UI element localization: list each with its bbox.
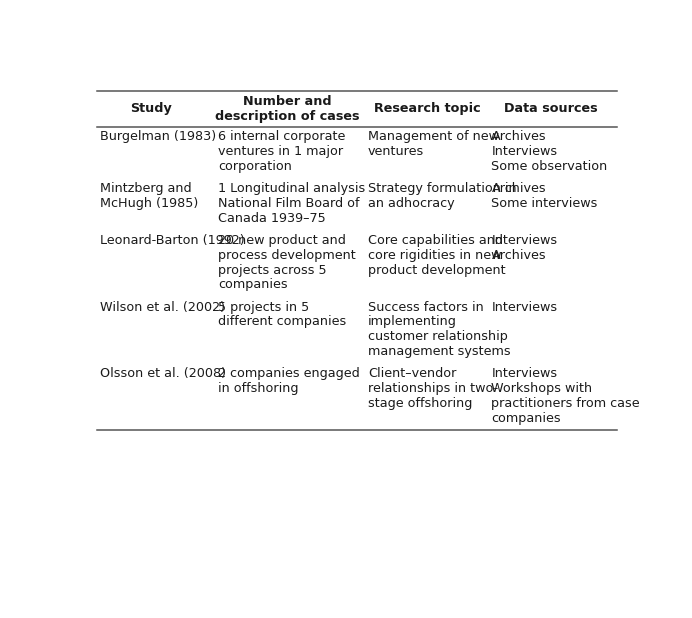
Text: 20 new product and: 20 new product and [218, 234, 346, 247]
Text: McHugh (1985): McHugh (1985) [100, 197, 198, 210]
Text: 6 internal corporate: 6 internal corporate [218, 130, 345, 143]
Text: an adhocracy: an adhocracy [368, 197, 455, 210]
Text: different companies: different companies [218, 315, 346, 328]
Text: process development: process development [218, 249, 356, 262]
Text: customer relationship: customer relationship [368, 330, 508, 343]
Text: Data sources: Data sources [504, 102, 597, 115]
Text: 2 companies engaged: 2 companies engaged [218, 367, 360, 380]
Text: implementing: implementing [368, 315, 457, 328]
Text: stage offshoring: stage offshoring [368, 397, 473, 410]
Text: Leonard-Barton (1992): Leonard-Barton (1992) [100, 234, 244, 247]
Text: product development: product development [368, 263, 506, 276]
Text: Mintzberg and: Mintzberg and [100, 182, 192, 195]
Text: Interviews: Interviews [491, 234, 558, 247]
Text: practitioners from case: practitioners from case [491, 397, 640, 410]
Text: Workshops with: Workshops with [491, 382, 592, 395]
Text: Management of new: Management of new [368, 130, 499, 143]
Text: Strategy formulation in: Strategy formulation in [368, 182, 517, 195]
Text: Core capabilities and: Core capabilities and [368, 234, 503, 247]
Text: Interviews: Interviews [491, 367, 558, 380]
Text: ventures in 1 major: ventures in 1 major [218, 145, 343, 158]
Text: Number and: Number and [244, 95, 332, 108]
Text: in offshoring: in offshoring [218, 382, 298, 395]
Text: Archives: Archives [491, 182, 546, 195]
Text: Study: Study [130, 102, 172, 115]
Text: Client–vendor: Client–vendor [368, 367, 457, 380]
Text: Canada 1939–75: Canada 1939–75 [218, 212, 326, 225]
Text: core rigidities in new: core rigidities in new [368, 249, 502, 262]
Text: Research topic: Research topic [374, 102, 480, 115]
Text: Olsson et al. (2008): Olsson et al. (2008) [100, 367, 226, 380]
Text: description of cases: description of cases [215, 109, 360, 122]
Text: companies: companies [218, 278, 287, 291]
Text: companies: companies [491, 412, 561, 425]
Text: Some observation: Some observation [491, 160, 608, 173]
Text: 1 Longitudinal analysis: 1 Longitudinal analysis [218, 182, 365, 195]
Text: Archives: Archives [491, 249, 546, 262]
Text: Wilson et al. (2002): Wilson et al. (2002) [100, 301, 225, 314]
Text: relationships in two-: relationships in two- [368, 382, 498, 395]
Text: Interviews: Interviews [491, 145, 558, 158]
Text: Burgelman (1983): Burgelman (1983) [100, 130, 216, 143]
Text: 5 projects in 5: 5 projects in 5 [218, 301, 309, 314]
Text: management systems: management systems [368, 345, 511, 358]
Text: Archives: Archives [491, 130, 546, 143]
Text: corporation: corporation [218, 160, 292, 173]
Text: National Film Board of: National Film Board of [218, 197, 359, 210]
Text: projects across 5: projects across 5 [218, 263, 327, 276]
Text: Interviews: Interviews [491, 301, 558, 314]
Text: Some interviews: Some interviews [491, 197, 598, 210]
Text: Success factors in: Success factors in [368, 301, 484, 314]
Text: ventures: ventures [368, 145, 424, 158]
